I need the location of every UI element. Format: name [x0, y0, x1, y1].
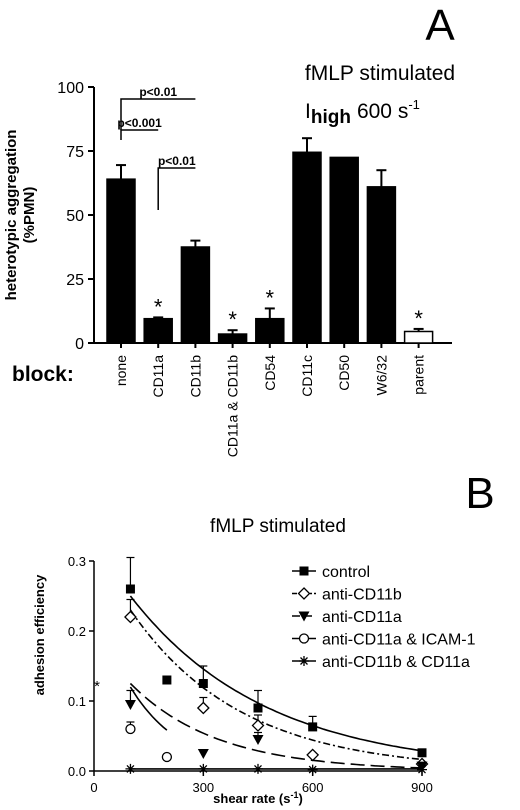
x-tick-label: parent [411, 355, 427, 395]
x-tick-label: 900 [411, 780, 433, 795]
legend-label: control [322, 564, 370, 581]
bar [143, 317, 173, 344]
y-tick-label: 25 [66, 272, 84, 289]
data-point [198, 679, 208, 688]
panel-a-subtitle-I: I [305, 100, 311, 123]
panel-a-label: A [425, 1, 455, 50]
panel-a-subtitle-exp: -1 [408, 97, 420, 112]
panel-b-title: fMLP stimulated [210, 516, 346, 537]
y-tick-label: 0.1 [68, 694, 86, 709]
comparison-bracket [120, 129, 159, 140]
fit-line [129, 686, 168, 731]
data-point [417, 764, 427, 775]
comparison-label: p<0.01 [158, 154, 196, 168]
legend-label: anti-CD11a [322, 609, 402, 626]
comparison-bracket [157, 167, 196, 210]
data-point [197, 749, 209, 759]
x-tick-label: none [113, 355, 129, 386]
data-point [308, 722, 318, 732]
panel-a-subtitle: Ihigh 600 s-1 [305, 97, 420, 128]
legend-label: anti-CD11b [322, 587, 402, 604]
data-point [297, 587, 311, 600]
panel-b-xlabel: shear rate (s-1) [213, 790, 303, 806]
panel-b-annotation: * [94, 678, 100, 695]
comparison-label: p<0.01 [139, 85, 177, 99]
data-point [299, 656, 309, 666]
data-point [251, 719, 265, 732]
x-tick-label: 300 [192, 780, 214, 795]
comparison-bracket [120, 98, 196, 130]
bar [366, 186, 397, 344]
significance-star: * [266, 285, 275, 310]
bar [329, 156, 359, 344]
x-tick-label: W6/32 [373, 355, 389, 396]
data-point [253, 763, 263, 774]
x-tick-label: 600 [302, 780, 324, 795]
data-point [298, 611, 310, 622]
fit-line [129, 609, 423, 761]
panel-a-ylabel-1: heterotypic aggregation [3, 130, 20, 301]
data-point [196, 701, 210, 715]
panel-b-label: B [465, 469, 494, 518]
panel-b-xlabel-exp: -1 [290, 790, 298, 800]
bar [255, 317, 285, 344]
data-point [124, 700, 136, 710]
data-point [125, 584, 135, 594]
panel-a-subtitle-high: high [311, 107, 351, 128]
legend-label: anti-CD11a & ICAM-1 [322, 632, 476, 649]
legend-label: anti-CD11b & CD11a [322, 654, 470, 671]
bar [106, 178, 136, 344]
data-point [162, 675, 172, 685]
data-point [306, 748, 320, 762]
panel-a-ylabel-2: (%PMN) [21, 187, 38, 244]
data-point [125, 723, 136, 735]
panel-a-plot: 0 25 50 75 100 none * CD11a CD11b * CD11a & CD11b *… [57, 80, 452, 457]
bar [403, 330, 434, 344]
data-point [253, 703, 263, 713]
panel-b-xlabel-suffix: ) [299, 791, 303, 806]
y-tick-label: 0.3 [68, 554, 86, 569]
significance-star: * [414, 306, 423, 331]
x-tick-label: CD11b [187, 355, 203, 398]
significance-star: * [154, 294, 163, 319]
significance-star: * [228, 307, 237, 332]
x-tick-label: CD50 [336, 355, 352, 391]
fit-line [129, 595, 423, 752]
panel-a-title: fMLP stimulated [305, 62, 455, 85]
data-point [125, 763, 136, 774]
data-point [299, 566, 309, 576]
y-tick-label: 0.0 [68, 764, 86, 779]
panel-b-xlabel-prefix: shear rate (s [213, 791, 290, 806]
panel-b-ylabel: adhesion efficiency [32, 574, 47, 695]
y-tick-label: 0 [75, 336, 84, 353]
x-tick-label: CD11a [150, 355, 166, 398]
x-tick-label: 0 [90, 780, 97, 795]
panel-a-xlabel: block: [12, 363, 74, 386]
bar [292, 151, 322, 344]
x-tick-label: CD11a & CD11b [225, 355, 241, 457]
data-point [124, 610, 137, 624]
panel-b-plot: 0.0 0.1 0.2 0.3 0 300 600 900 control anti-CD11b a… [68, 554, 476, 795]
y-tick-label: 75 [66, 144, 84, 161]
data-point [198, 763, 209, 774]
bar [180, 246, 211, 344]
data-point [252, 735, 264, 745]
data-point [307, 764, 318, 775]
panel-a-subtitle-rate: 600 s [357, 100, 408, 123]
y-tick-label: 50 [66, 208, 84, 225]
x-tick-label: CD54 [262, 355, 278, 391]
data-point [161, 751, 173, 763]
fit-line [129, 682, 423, 769]
comparison-label: p<0.001 [117, 116, 162, 130]
bar [217, 333, 248, 344]
data-point [417, 748, 427, 758]
data-point [298, 633, 310, 644]
x-tick-label: CD11c [299, 355, 315, 397]
y-tick-label: 0.2 [68, 624, 86, 639]
y-tick-label: 100 [57, 80, 84, 97]
